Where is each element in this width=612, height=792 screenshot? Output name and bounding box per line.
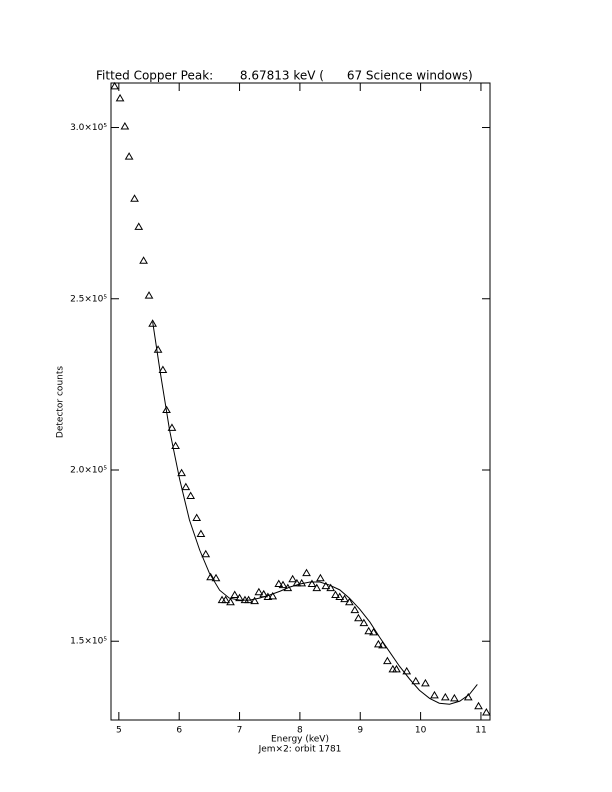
x-tick-label: 10 — [415, 726, 427, 736]
data-point — [312, 583, 322, 592]
y-tick-label: 1.5×10⁵ — [70, 637, 107, 647]
data-point — [221, 595, 231, 604]
y-tick-label: 2.5×10⁵ — [70, 294, 107, 304]
data-point — [345, 597, 354, 606]
data-point — [254, 587, 264, 596]
data-point — [350, 605, 360, 614]
data-point — [307, 579, 317, 588]
data-point — [274, 579, 284, 588]
data-point — [383, 656, 392, 665]
data-point — [421, 678, 430, 687]
data-point — [196, 529, 206, 538]
subtitle: Jem×2: orbit 1781 — [258, 745, 342, 755]
fit-line — [152, 321, 478, 705]
data-point — [115, 93, 125, 102]
data-point — [340, 594, 349, 603]
data-point — [321, 581, 331, 590]
x-axis-label: Energy (keV) — [271, 735, 329, 745]
y-tick-label: 3.0×10⁵ — [70, 123, 107, 133]
y-axis-label: Detector counts — [56, 366, 66, 438]
data-point — [482, 707, 491, 716]
data-point — [217, 595, 227, 604]
data-point — [139, 256, 148, 264]
data-point — [167, 423, 177, 431]
data-point — [158, 365, 168, 373]
data-point — [430, 690, 439, 699]
data-point — [268, 591, 278, 600]
x-tick-label: 6 — [176, 726, 182, 736]
data-point — [278, 580, 288, 589]
data-point — [124, 152, 134, 160]
data-point — [474, 701, 483, 710]
x-tick-label: 11 — [475, 726, 486, 736]
x-tick-label: 7 — [237, 726, 243, 736]
plot-frame — [110, 82, 491, 721]
data-point — [171, 441, 180, 450]
data-point — [388, 664, 398, 673]
data-point — [402, 666, 412, 675]
data-point — [110, 81, 119, 90]
data-point — [359, 618, 369, 627]
data-point — [192, 513, 202, 521]
y-tick-label: 2.0×10⁵ — [70, 465, 107, 475]
x-tick-label: 8 — [297, 726, 303, 736]
data-point — [411, 676, 421, 685]
data-point — [148, 319, 158, 327]
data-point — [450, 693, 459, 702]
data-point — [373, 639, 383, 648]
data-point — [186, 491, 196, 500]
data-point — [292, 578, 302, 587]
x-tick-label: 9 — [357, 726, 363, 736]
data-point — [354, 613, 363, 622]
data-point — [331, 590, 340, 598]
data-point — [134, 222, 144, 230]
data-point — [288, 574, 298, 583]
data-point — [369, 627, 378, 636]
data-point — [302, 568, 311, 577]
data-point — [211, 573, 221, 582]
data-point — [177, 468, 186, 477]
data-point — [316, 573, 325, 582]
data-point — [392, 664, 401, 673]
data-point — [440, 692, 450, 701]
data-point — [201, 549, 211, 558]
data-point — [144, 291, 154, 299]
data-point — [130, 194, 139, 202]
data-point — [250, 596, 260, 605]
data-point — [153, 345, 163, 353]
data-point — [226, 597, 235, 606]
data-point — [120, 122, 130, 130]
x-tick-label: 5 — [116, 726, 122, 736]
data-point — [206, 572, 215, 581]
data-point — [181, 482, 191, 491]
data-point — [326, 583, 336, 592]
chart-title: Fitted Copper Peak: 8.67813 keV ( 67 Sci… — [96, 69, 473, 83]
data-point — [230, 590, 240, 598]
data-point — [364, 626, 374, 635]
data-point — [335, 592, 345, 601]
